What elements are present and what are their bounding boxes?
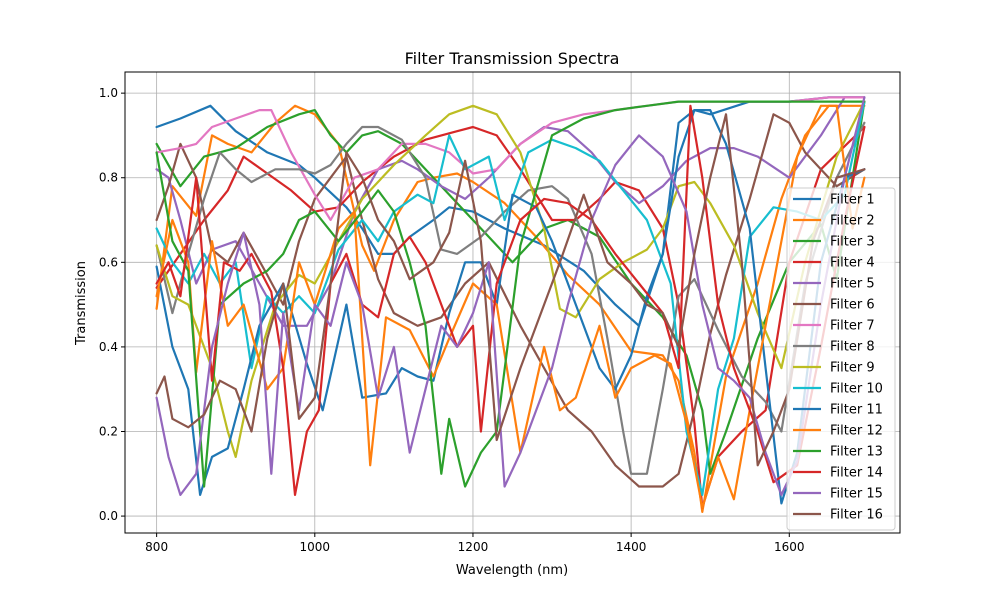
legend-label: Filter 1: [830, 193, 875, 208]
series-line-filter-1: [155, 96, 866, 327]
legend-label: Filter 14: [830, 466, 883, 481]
x-tick-label: 1600: [774, 540, 805, 554]
x-tick-label: 800: [145, 540, 168, 554]
x-axis-label: Wavelength (nm): [456, 563, 568, 578]
series-line-filter-16: [155, 113, 866, 467]
legend-label: Filter 10: [830, 382, 883, 397]
legend: Filter 1 Filter 2 Filter 3 Filter 4 Filter 5…: [786, 187, 896, 531]
legend-label: Filter 16: [830, 508, 883, 523]
legend-label: Filter 2: [830, 214, 875, 229]
y-tick-label: 0.8: [99, 171, 118, 185]
legend-label: Filter 13: [830, 445, 883, 460]
series-line-filter-13: [155, 100, 866, 488]
series-line-filter-3: [155, 100, 866, 475]
series-line-filter-8: [155, 121, 866, 475]
series-line-filter-15: [155, 96, 866, 496]
y-tick-label: 0.2: [99, 424, 118, 438]
legend-label: Filter 15: [830, 487, 883, 502]
legend-label: Filter 7: [830, 319, 875, 334]
legend-label: Filter 5: [830, 277, 875, 292]
series-line-filter-9: [155, 100, 866, 458]
y-tick-label: 1.0: [99, 86, 118, 100]
series-line-filter-2: [155, 104, 866, 513]
y-tick-label: 0.0: [99, 509, 118, 523]
legend-label: Filter 12: [830, 424, 883, 439]
legend-label: Filter 4: [830, 256, 875, 271]
axis-ticks: 800 1000 1200 1400 1600 0.0 0.2 0.4 0.6 0.8 1.0: [99, 86, 805, 554]
legend-label: Filter 11: [830, 403, 883, 418]
legend-label: Filter 8: [830, 340, 875, 355]
legend-label: Filter 9: [830, 361, 875, 376]
series-line-filter-10: [155, 100, 866, 496]
series-line-filter-12: [155, 104, 866, 509]
x-tick-label: 1000: [300, 540, 331, 554]
y-axis-label: Transmission: [74, 261, 89, 346]
legend-label: Filter 3: [830, 235, 875, 250]
y-tick-label: 0.6: [99, 255, 118, 269]
series-lines: [155, 96, 866, 513]
chart-title: Filter Transmission Spectra: [405, 49, 620, 68]
plot-frame: [124, 71, 901, 534]
x-tick-label: 1400: [616, 540, 647, 554]
legend-label: Filter 6: [830, 298, 875, 313]
legend-box: [786, 187, 896, 531]
y-tick-label: 0.4: [99, 340, 118, 354]
x-tick-label: 1200: [458, 540, 489, 554]
